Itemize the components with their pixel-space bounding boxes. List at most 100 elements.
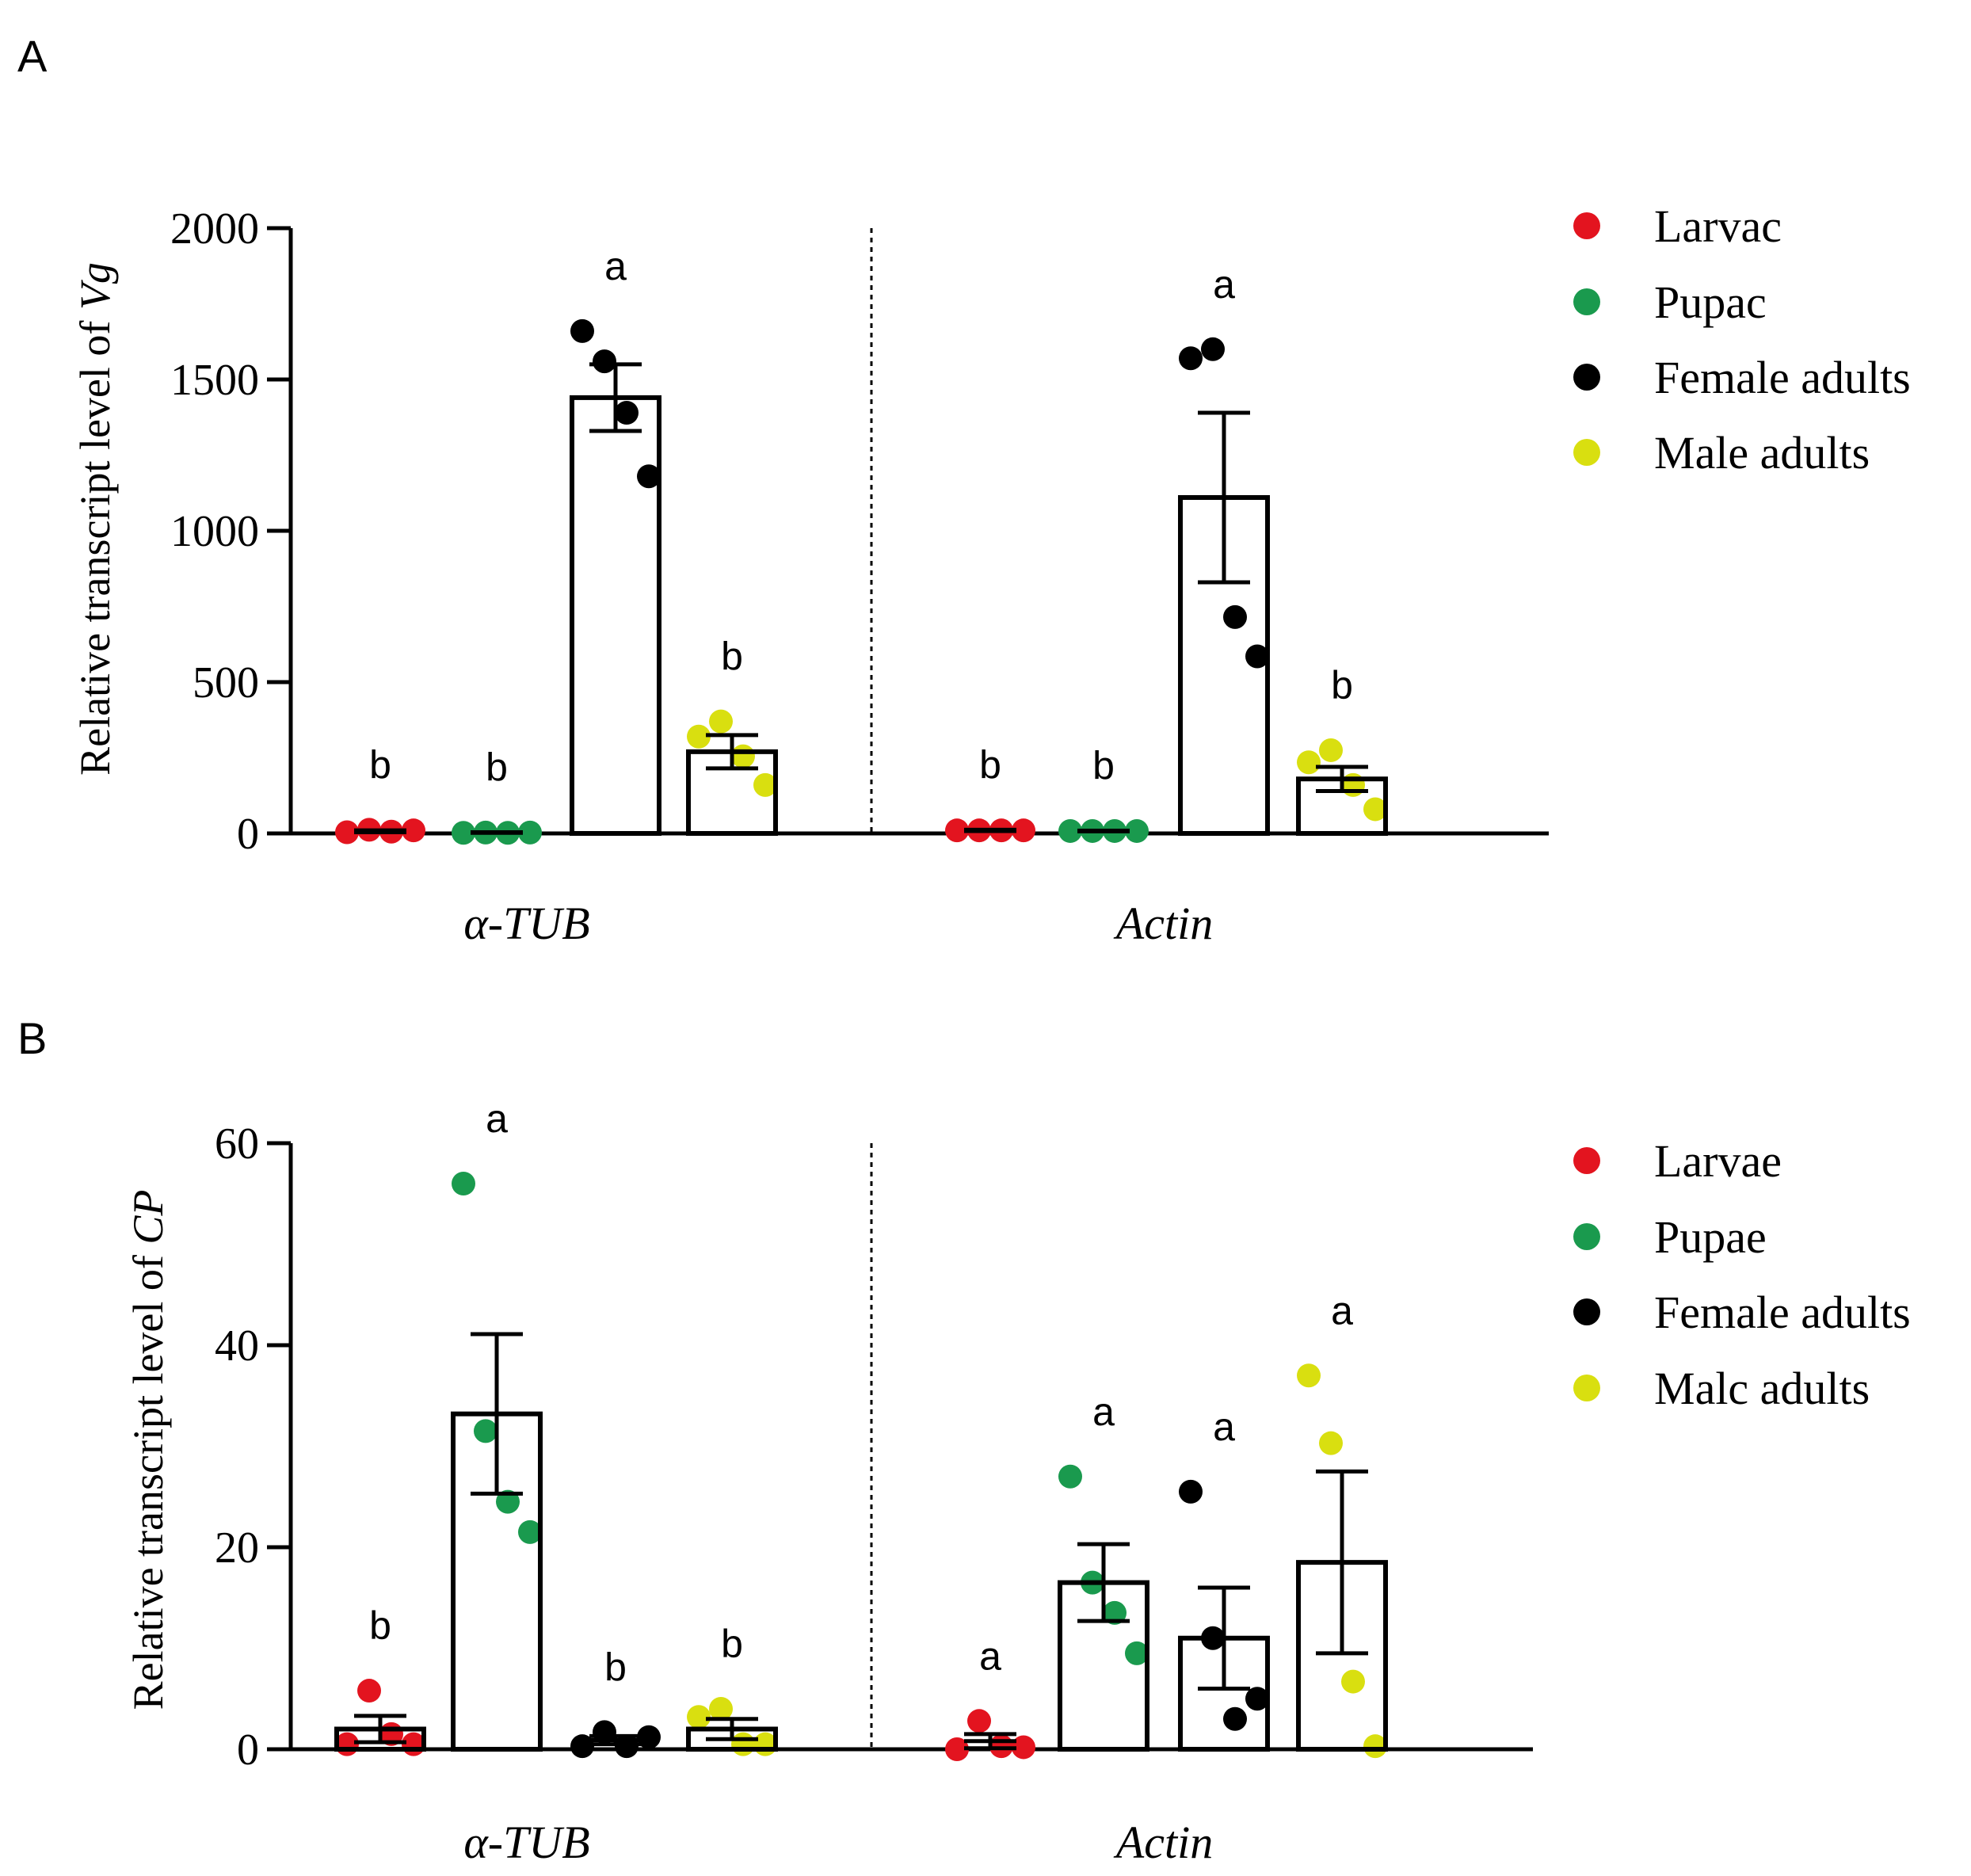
legend-marker-larvae <box>1573 1147 1600 1174</box>
panel-b-group-labels: α-TUB Actin <box>463 1817 1213 1868</box>
significance-letter: b <box>979 742 1001 787</box>
legend-marker-male <box>1573 1375 1600 1401</box>
legend-label-female: Female adults <box>1654 1287 1911 1338</box>
panel-b-ylabel: Relative transcript level of CP <box>124 1190 172 1710</box>
significance-letter: a <box>1092 1390 1115 1434</box>
y-tick-label: 500 <box>193 658 259 707</box>
y-tick-label: 0 <box>237 1725 259 1775</box>
data-point-pupae <box>518 820 542 845</box>
data-point-male <box>753 772 777 797</box>
panel-b-legend: Larvae Pupae Female adults Malc adults <box>1573 1135 1911 1414</box>
significance-letter: b <box>721 635 743 679</box>
panel-a-ylabel-gene: Vg <box>71 262 119 310</box>
significance-letter: a <box>604 244 627 288</box>
data-point-larvae <box>1012 818 1035 843</box>
data-point-larvae <box>989 1734 1013 1759</box>
data-point-pupae <box>452 821 475 845</box>
y-tick-label: 40 <box>215 1321 259 1371</box>
panel-b: B Relative transcript level of CP 0 20 40 6… <box>17 1013 1911 1868</box>
data-point-larvae <box>357 1679 381 1703</box>
y-tick-label: 1500 <box>170 356 259 405</box>
data-point-female <box>1179 346 1203 371</box>
panel-b-bars <box>334 1411 1388 1752</box>
data-point-female <box>1223 1706 1247 1731</box>
significance-letter: a <box>1213 1405 1235 1449</box>
panel-a-error-bars <box>354 362 1368 835</box>
x-group-label: Actin <box>1113 1817 1213 1868</box>
panel-b-ylabel-gene: CP <box>124 1190 172 1245</box>
legend-label-pupae: Pupae <box>1654 1211 1767 1263</box>
data-point-male <box>1297 750 1321 775</box>
x-group-label: α-TUB <box>463 1817 589 1868</box>
y-tick-label: 0 <box>237 810 259 859</box>
data-point-pupae <box>518 1519 542 1544</box>
panel-a-points <box>335 318 1387 845</box>
significance-letter: b <box>369 1603 391 1648</box>
legend-label-larvae: Larvac <box>1654 200 1782 252</box>
panel-a-ylabel-prefix: Relative transcript level of <box>71 310 119 776</box>
significance-letter: a <box>1213 262 1235 307</box>
legend-marker-pupae <box>1573 1223 1600 1250</box>
legend-marker-female <box>1573 1298 1600 1325</box>
data-point-larvae <box>1012 1735 1035 1760</box>
data-point-female <box>637 464 661 489</box>
data-point-male <box>1363 797 1387 822</box>
data-point-larvae <box>402 818 425 843</box>
data-point-pupae <box>496 1489 520 1514</box>
bar-female <box>570 395 661 837</box>
panel-a: A Relative transcript level of Vg 0 500 10… <box>17 31 1911 949</box>
data-point-male <box>731 1732 755 1756</box>
data-point-larvae <box>945 1737 969 1761</box>
panel-b-label: B <box>17 1013 47 1063</box>
data-point-male <box>731 744 755 768</box>
legend-label-male: Malc adults <box>1654 1363 1870 1414</box>
data-point-male <box>1319 738 1343 762</box>
data-point-female <box>615 401 639 425</box>
data-point-male <box>1319 1431 1343 1455</box>
data-point-female <box>570 318 594 343</box>
significance-letter: b <box>486 745 508 789</box>
data-point-pupae <box>1125 818 1149 843</box>
y-tick-label: 20 <box>215 1523 259 1573</box>
panel-b-error-bars <box>354 1332 1368 1751</box>
legend-marker-female <box>1573 364 1600 391</box>
data-point-female <box>637 1725 661 1749</box>
significance-letter: b <box>604 1645 627 1689</box>
data-point-female <box>1201 337 1225 361</box>
x-group-label: α-TUB <box>463 898 589 949</box>
legend-label-male: Male adults <box>1654 427 1870 479</box>
data-point-pupae <box>1058 818 1082 843</box>
panel-a-legend: Larvac Pupac Female adults Male adults <box>1573 200 1911 479</box>
data-point-larvae <box>335 820 359 845</box>
significance-letter: b <box>721 1622 743 1666</box>
data-point-female <box>1245 644 1269 669</box>
significance-letter: b <box>1331 663 1353 707</box>
data-point-male <box>1341 1669 1365 1694</box>
significance-letter: b <box>369 742 391 787</box>
data-point-male <box>1363 1734 1387 1759</box>
y-tick-label: 60 <box>215 1119 259 1169</box>
data-point-pupae <box>1058 1464 1082 1489</box>
legend-label-larvae: Larvae <box>1654 1135 1782 1187</box>
data-point-female <box>570 1734 594 1759</box>
data-point-pupae <box>474 1419 498 1443</box>
y-tick-label: 1000 <box>170 507 259 556</box>
data-point-pupae <box>1125 1641 1149 1665</box>
legend-marker-larvae <box>1573 212 1600 239</box>
significance-letter: a <box>1331 1288 1353 1333</box>
data-point-male <box>687 1705 711 1729</box>
y-tick-label: 2000 <box>170 204 259 254</box>
panel-a-significance-letters: b b a b b b a b <box>369 244 1353 790</box>
data-point-female <box>1223 604 1247 629</box>
data-point-female <box>593 349 616 374</box>
legend-marker-pupae <box>1573 288 1600 315</box>
data-point-larvae <box>945 818 969 843</box>
panel-b-points <box>335 1172 1387 1761</box>
panel-a-label: A <box>17 31 48 81</box>
data-point-pupae <box>452 1172 475 1195</box>
data-point-male <box>1297 1363 1321 1388</box>
data-point-larvae <box>967 1709 991 1733</box>
data-point-male <box>687 724 711 749</box>
data-point-male <box>709 709 733 734</box>
